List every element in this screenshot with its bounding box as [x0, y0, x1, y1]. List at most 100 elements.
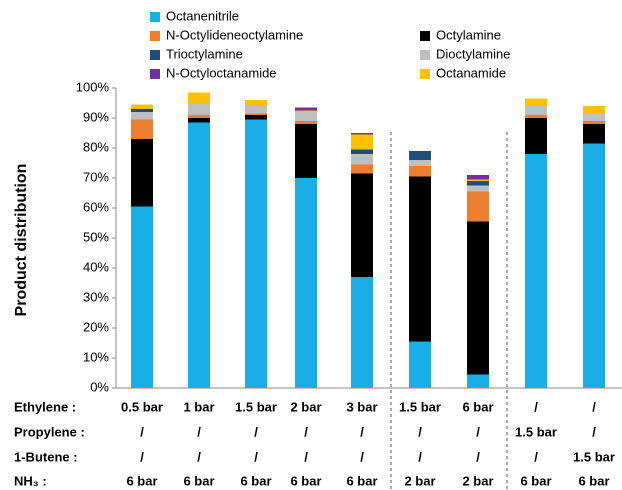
- bar-segment: [525, 154, 547, 388]
- condition-value: 6 bar: [462, 399, 493, 414]
- bar-segment: [583, 106, 605, 114]
- bar-segment: [525, 98, 547, 106]
- condition-value: 1.5 bar: [515, 424, 557, 439]
- bar-segment: [295, 112, 317, 121]
- bar-segment: [351, 277, 373, 388]
- condition-value: 6 bar: [126, 473, 157, 488]
- legend-swatch: [150, 69, 160, 79]
- condition-value: 1 bar: [183, 399, 214, 414]
- bar-segment: [188, 118, 210, 123]
- legend-label: Octanamide: [436, 65, 506, 80]
- condition-value: /: [534, 449, 538, 464]
- condition-value: 3 bar: [346, 399, 377, 414]
- bar-segment: [409, 160, 431, 166]
- y-tick-label: 100%: [76, 79, 110, 94]
- bar-segment: [409, 166, 431, 177]
- legend-swatch: [150, 31, 160, 41]
- condition-value: 6 bar: [183, 473, 214, 488]
- condition-value: /: [418, 424, 422, 439]
- bar-segment: [525, 118, 547, 154]
- bar-segment: [295, 110, 317, 112]
- condition-value: /: [534, 399, 538, 414]
- y-axis-label: Product distribution: [13, 164, 30, 317]
- condition-value: /: [197, 424, 201, 439]
- row-label: Propylene :: [14, 424, 85, 439]
- bar-segment: [351, 133, 373, 135]
- bar-segment: [409, 151, 431, 160]
- bar-segment: [467, 221, 489, 375]
- condition-value: 2 bar: [290, 399, 321, 414]
- bar-segment: [409, 341, 431, 388]
- condition-value: /: [418, 449, 422, 464]
- bar-segment: [131, 206, 153, 388]
- condition-value: /: [140, 424, 144, 439]
- y-tick-label: 60%: [83, 199, 109, 214]
- bar-segment: [245, 119, 267, 388]
- condition-value: 6 bar: [240, 473, 271, 488]
- bar-segment: [295, 178, 317, 388]
- y-tick-label: 0%: [90, 379, 109, 394]
- condition-value: 1.5 bar: [235, 399, 277, 414]
- bar-segment: [188, 92, 210, 103]
- condition-value: /: [254, 449, 258, 464]
- y-tick-label: 50%: [83, 229, 109, 244]
- condition-value: 6 bar: [346, 473, 377, 488]
- legend-swatch: [420, 50, 430, 60]
- bar-segment: [467, 374, 489, 388]
- legend-label: Dioctylamine: [436, 46, 510, 61]
- legend-label: Octanenitrile: [166, 8, 239, 23]
- condition-value: 6 bar: [578, 473, 609, 488]
- condition-value: 6 bar: [520, 473, 551, 488]
- legend-label: N-Octyloctanamide: [166, 65, 277, 80]
- y-tick-label: 80%: [83, 139, 109, 154]
- bar-segment: [583, 124, 605, 144]
- legend-swatch: [150, 50, 160, 60]
- legend-label: Octylamine: [436, 27, 501, 42]
- legend-swatch: [420, 31, 430, 41]
- legend-swatch: [420, 69, 430, 79]
- bar-segment: [583, 143, 605, 388]
- bar-segment: [245, 106, 267, 114]
- condition-value: /: [304, 449, 308, 464]
- condition-value: 1.5 bar: [399, 399, 441, 414]
- bar-segment: [245, 115, 267, 120]
- bar-segment: [188, 115, 210, 118]
- condition-value: /: [197, 449, 201, 464]
- y-tick-label: 30%: [83, 289, 109, 304]
- condition-value: /: [304, 424, 308, 439]
- bar-segment: [409, 176, 431, 342]
- bar-segment: [131, 109, 153, 112]
- bar-segment: [351, 149, 373, 154]
- row-label: NH₃ :: [14, 473, 47, 488]
- condition-value: 1.5 bar: [573, 449, 615, 464]
- bar-segment: [295, 107, 317, 111]
- bar-segment: [583, 121, 605, 124]
- bar-segment: [467, 191, 489, 222]
- bar-segment: [583, 113, 605, 121]
- condition-value: 2 bar: [462, 473, 493, 488]
- bar-segment: [467, 175, 489, 180]
- bar-segment: [295, 121, 317, 124]
- bar-segment: [188, 122, 210, 388]
- bar-segment: [245, 113, 267, 115]
- legend-label: Trioctylamine: [166, 46, 243, 61]
- bar-segment: [131, 112, 153, 120]
- bar-segment: [467, 181, 489, 186]
- condition-value: 2 bar: [404, 473, 435, 488]
- bar-segment: [188, 103, 210, 115]
- condition-value: /: [476, 449, 480, 464]
- legend-label: N-Octylideneoctylamine: [166, 27, 303, 42]
- condition-value: /: [254, 424, 258, 439]
- row-label: Ethylene :: [14, 399, 76, 414]
- bar-segment: [467, 185, 489, 192]
- condition-value: /: [360, 424, 364, 439]
- y-tick-label: 90%: [83, 109, 109, 124]
- bar-segment: [467, 179, 489, 181]
- y-tick-label: 70%: [83, 169, 109, 184]
- bar-segment: [351, 154, 373, 165]
- y-tick-label: 10%: [83, 349, 109, 364]
- bar-segment: [295, 124, 317, 178]
- condition-value: /: [592, 399, 596, 414]
- condition-value: /: [592, 424, 596, 439]
